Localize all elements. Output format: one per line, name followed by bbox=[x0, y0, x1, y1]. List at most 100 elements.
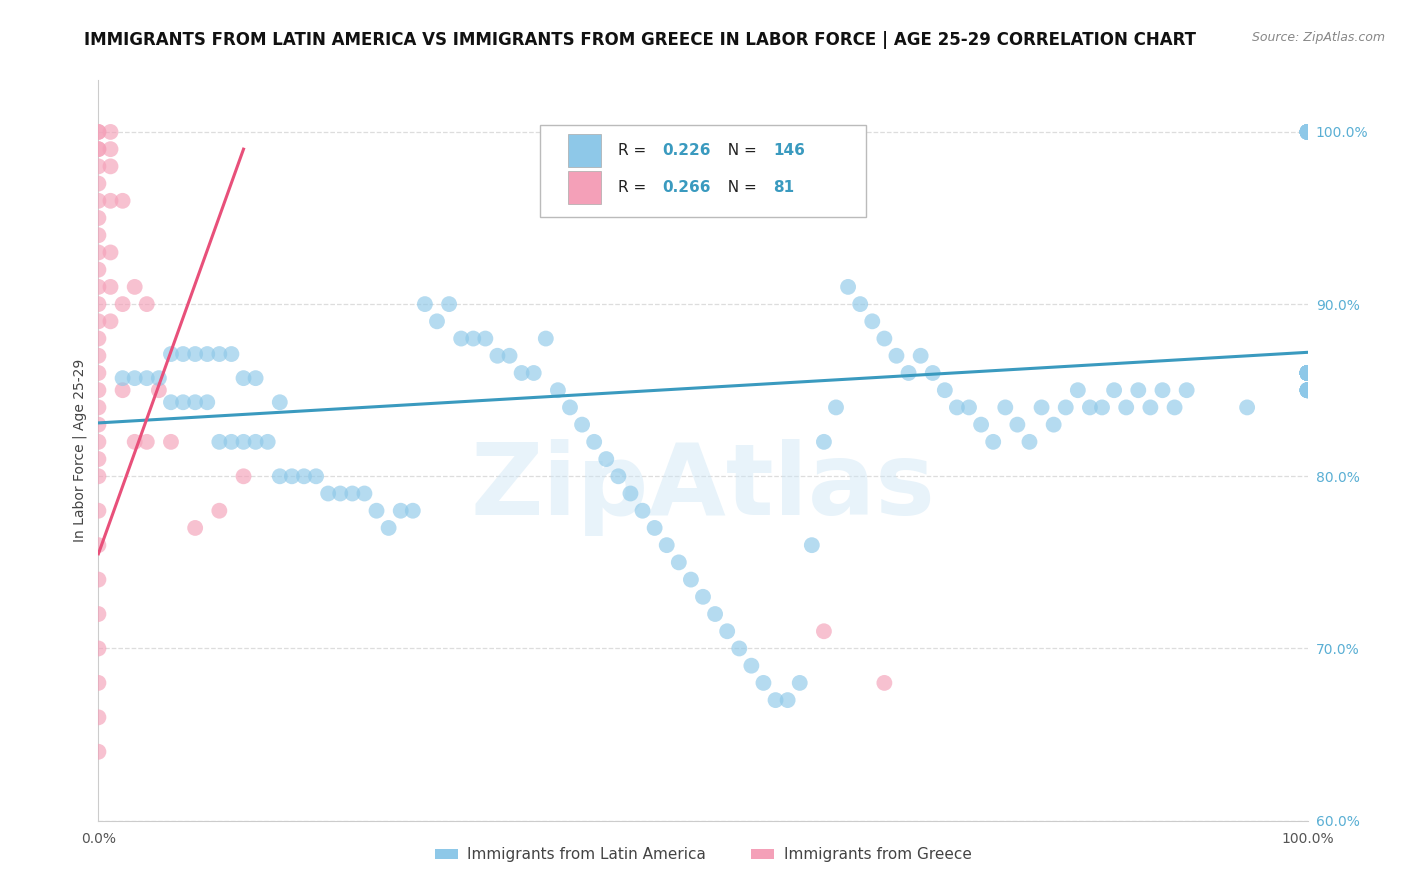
Point bbox=[1296, 366, 1319, 380]
Point bbox=[195, 395, 218, 409]
Point bbox=[1152, 383, 1174, 397]
Point bbox=[269, 469, 291, 483]
Point bbox=[87, 504, 110, 518]
Point bbox=[124, 280, 146, 294]
Point bbox=[377, 521, 399, 535]
Point bbox=[1007, 417, 1029, 432]
Point bbox=[160, 395, 183, 409]
Point bbox=[1091, 401, 1114, 415]
Y-axis label: In Labor Force | Age 25-29: In Labor Force | Age 25-29 bbox=[73, 359, 87, 542]
Point bbox=[1296, 366, 1319, 380]
Point bbox=[1296, 366, 1319, 380]
Point bbox=[87, 142, 110, 156]
Point bbox=[232, 434, 254, 449]
Point bbox=[232, 371, 254, 385]
Point bbox=[1296, 383, 1319, 397]
Point bbox=[1031, 401, 1053, 415]
Point bbox=[124, 434, 146, 449]
Point bbox=[619, 486, 641, 500]
Point bbox=[994, 401, 1017, 415]
Point bbox=[111, 194, 134, 208]
Point bbox=[1296, 383, 1319, 397]
Text: 0.266: 0.266 bbox=[662, 180, 710, 195]
Point bbox=[886, 349, 908, 363]
Point bbox=[1296, 125, 1319, 139]
Point bbox=[1296, 366, 1319, 380]
Point bbox=[87, 177, 110, 191]
Point bbox=[1067, 383, 1090, 397]
Point bbox=[148, 383, 170, 397]
Point bbox=[124, 371, 146, 385]
Point bbox=[87, 280, 110, 294]
Point bbox=[402, 504, 425, 518]
Point bbox=[655, 538, 678, 552]
Point bbox=[1296, 383, 1319, 397]
Point bbox=[172, 395, 194, 409]
Point bbox=[1296, 366, 1319, 380]
Point bbox=[837, 280, 859, 294]
Point bbox=[305, 469, 328, 483]
Point bbox=[100, 125, 122, 139]
Point bbox=[474, 332, 496, 346]
Point bbox=[87, 676, 110, 690]
Point bbox=[934, 383, 956, 397]
Point bbox=[789, 676, 811, 690]
Point bbox=[87, 401, 110, 415]
Point bbox=[1236, 401, 1258, 415]
Point bbox=[87, 211, 110, 225]
Point bbox=[208, 434, 231, 449]
Point bbox=[87, 366, 110, 380]
Point bbox=[87, 469, 110, 483]
Point bbox=[679, 573, 702, 587]
Point bbox=[644, 521, 666, 535]
Point bbox=[450, 332, 472, 346]
Point bbox=[463, 332, 485, 346]
Point bbox=[1296, 366, 1319, 380]
Point bbox=[1296, 366, 1319, 380]
Point bbox=[1139, 401, 1161, 415]
Point bbox=[583, 434, 606, 449]
Point bbox=[389, 504, 412, 518]
Point bbox=[1296, 125, 1319, 139]
Point bbox=[87, 349, 110, 363]
Point bbox=[269, 395, 291, 409]
Point bbox=[1296, 125, 1319, 139]
Text: N =: N = bbox=[717, 143, 761, 158]
Point bbox=[87, 573, 110, 587]
Text: 81: 81 bbox=[773, 180, 794, 195]
Point bbox=[1296, 366, 1319, 380]
Point bbox=[1296, 125, 1319, 139]
Point bbox=[1296, 366, 1319, 380]
Point bbox=[897, 366, 920, 380]
Point bbox=[292, 469, 315, 483]
Point bbox=[510, 366, 533, 380]
Point bbox=[342, 486, 364, 500]
Point bbox=[728, 641, 751, 656]
Point bbox=[437, 297, 460, 311]
Point bbox=[1018, 434, 1040, 449]
Point bbox=[172, 347, 194, 361]
Point bbox=[825, 401, 848, 415]
Point bbox=[813, 624, 835, 639]
Point bbox=[1296, 366, 1319, 380]
Point bbox=[981, 434, 1004, 449]
Point bbox=[523, 366, 546, 380]
Point bbox=[135, 434, 157, 449]
Point bbox=[87, 297, 110, 311]
Point bbox=[1296, 366, 1319, 380]
Point bbox=[1296, 366, 1319, 380]
Point bbox=[135, 297, 157, 311]
Point bbox=[1296, 366, 1319, 380]
Text: IMMIGRANTS FROM LATIN AMERICA VS IMMIGRANTS FROM GREECE IN LABOR FORCE | AGE 25-: IMMIGRANTS FROM LATIN AMERICA VS IMMIGRA… bbox=[84, 31, 1197, 49]
Point bbox=[1296, 383, 1319, 397]
Point bbox=[1296, 366, 1319, 380]
Point bbox=[1296, 383, 1319, 397]
Text: ZipAtlas: ZipAtlas bbox=[471, 439, 935, 536]
Point bbox=[87, 710, 110, 724]
Point bbox=[595, 452, 617, 467]
Point bbox=[100, 160, 122, 174]
Point bbox=[221, 434, 243, 449]
Text: 146: 146 bbox=[773, 143, 806, 158]
Point bbox=[1296, 125, 1319, 139]
Point bbox=[1296, 383, 1319, 397]
